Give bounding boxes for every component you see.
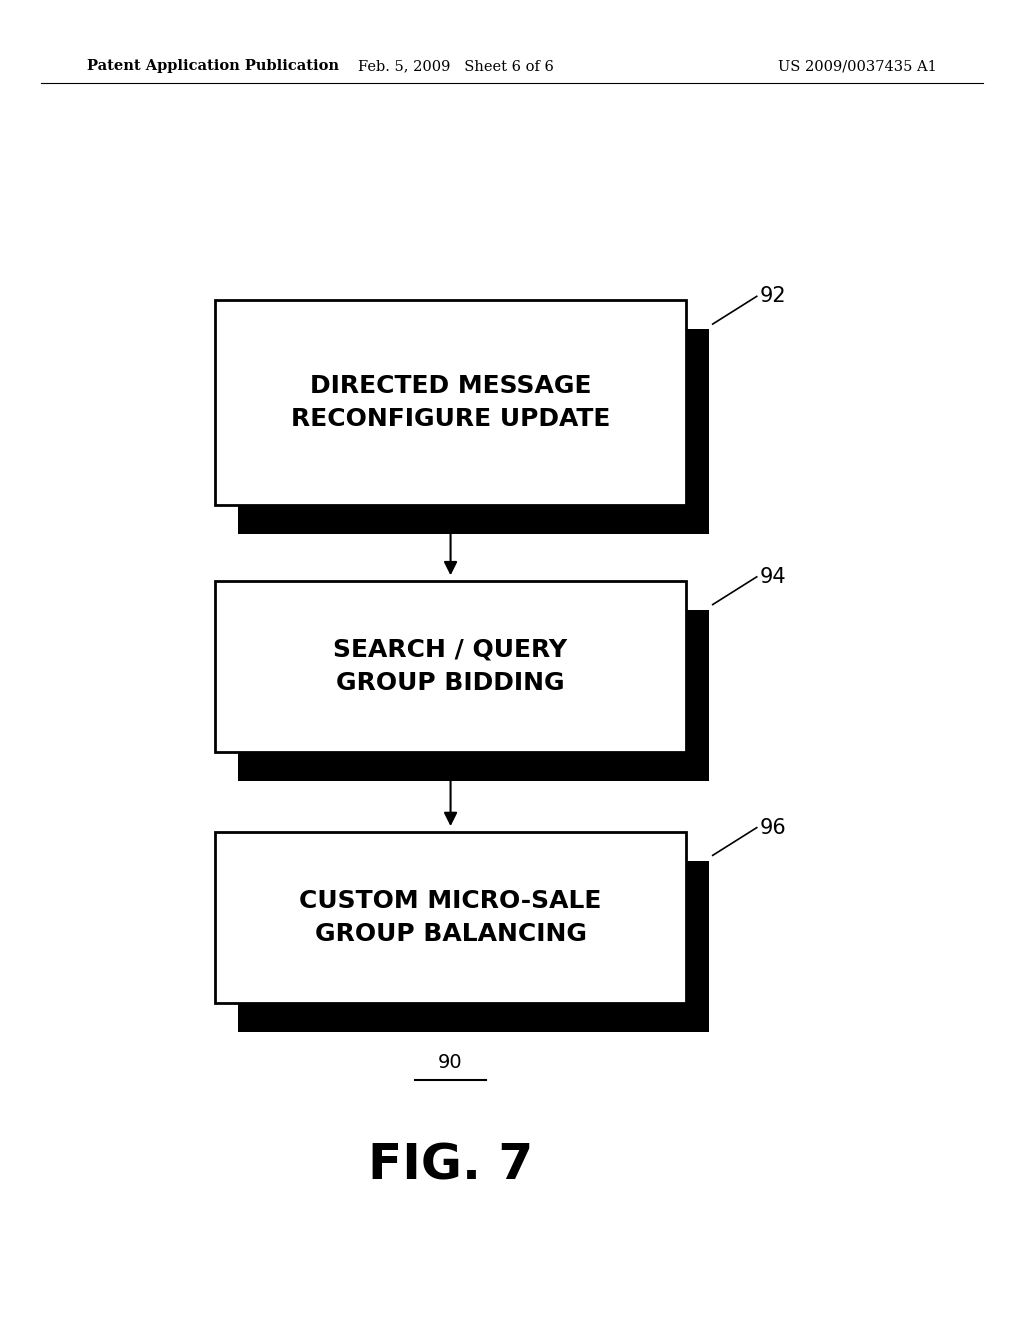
Bar [238,330,709,535]
Text: Patent Application Publication: Patent Application Publication [87,59,339,73]
Bar [215,832,686,1003]
Text: Feb. 5, 2009   Sheet 6 of 6: Feb. 5, 2009 Sheet 6 of 6 [357,59,554,73]
Text: CUSTOM MICRO-SALE
GROUP BALANCING: CUSTOM MICRO-SALE GROUP BALANCING [299,888,602,946]
Bar [238,610,709,781]
Text: FIG. 7: FIG. 7 [368,1142,534,1189]
Text: 90: 90 [438,1053,463,1072]
Text: 96: 96 [760,817,786,838]
Text: 92: 92 [760,286,786,306]
Bar [238,861,709,1032]
Text: DIRECTED MESSAGE
RECONFIGURE UPDATE: DIRECTED MESSAGE RECONFIGURE UPDATE [291,374,610,432]
Bar [215,581,686,752]
Bar [215,301,686,506]
Text: 94: 94 [760,566,786,587]
Text: US 2009/0037435 A1: US 2009/0037435 A1 [778,59,937,73]
Text: SEARCH / QUERY
GROUP BIDDING: SEARCH / QUERY GROUP BIDDING [334,638,567,696]
